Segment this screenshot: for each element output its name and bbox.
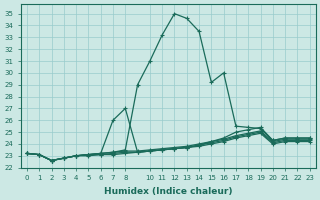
X-axis label: Humidex (Indice chaleur): Humidex (Indice chaleur) [104, 187, 233, 196]
